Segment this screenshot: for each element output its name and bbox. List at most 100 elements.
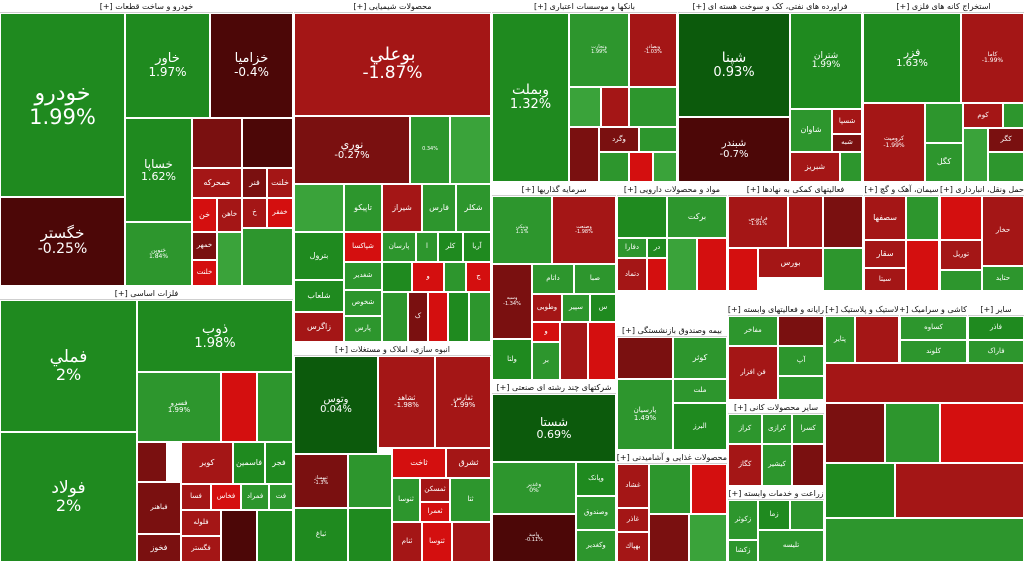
stock-tile[interactable]: كویر (181, 442, 233, 484)
stock-tile[interactable]: ثتا (450, 478, 491, 522)
stock-tile[interactable]: ا (416, 232, 438, 262)
stock-tile[interactable] (569, 127, 599, 182)
stock-tile[interactable]: ثمسکن (420, 478, 450, 502)
sector-header-it[interactable]: رایانه و فعالیتهای وابسته [+] (728, 303, 824, 316)
stock-tile[interactable] (569, 87, 601, 127)
sector-header-plastic[interactable]: لاستیک و پلاستیک [+] (825, 303, 899, 316)
stock-tile[interactable]: غاذر (617, 508, 649, 532)
stock-tile[interactable]: فمراد (241, 484, 269, 510)
stock-tile[interactable]: شسپا (832, 109, 862, 134)
sector-header-mining[interactable]: استخراج کانه های فلزی [+] (863, 0, 1024, 13)
stock-tile[interactable]: ثشرق (446, 448, 491, 478)
stock-tile[interactable]: فباهنر (137, 482, 181, 534)
stock-tile[interactable]: حخار (982, 196, 1024, 266)
stock-tile[interactable] (192, 118, 242, 168)
stock-tile[interactable]: بهپاك (617, 532, 649, 562)
stock-tile[interactable] (649, 464, 691, 514)
stock-tile[interactable]: خودرو 1.99% (0, 13, 125, 197)
stock-tile[interactable]: کگاز (728, 444, 762, 486)
stock-tile[interactable]: فخوز (137, 534, 181, 562)
stock-tile[interactable] (667, 238, 697, 291)
stock-tile[interactable] (629, 87, 677, 127)
stock-tile[interactable] (988, 152, 1024, 182)
stock-tile[interactable]: و (532, 322, 560, 342)
stock-tile[interactable] (925, 103, 963, 143)
sector-header-cement[interactable]: سیمان، آهک و گچ [+] (864, 183, 939, 196)
stock-tile[interactable]: در (647, 238, 667, 258)
stock-tile[interactable]: فولاد 2% (0, 432, 137, 562)
sector-header-agri[interactable]: زراعت و خدمات وابسته [+] (728, 487, 824, 500)
stock-tile[interactable]: خفقر (267, 198, 293, 228)
stock-tile[interactable]: تلیسه (758, 530, 824, 562)
stock-tile[interactable]: ثنام (392, 522, 422, 562)
stock-tile[interactable] (452, 522, 491, 562)
stock-tile[interactable]: کلوند (900, 340, 967, 363)
stock-tile[interactable]: خاور 1.97% (125, 13, 210, 118)
stock-tile[interactable]: فاذر (968, 316, 1024, 340)
stock-tile[interactable]: خلنت (192, 260, 217, 286)
stock-tile[interactable] (697, 238, 727, 291)
stock-tile[interactable] (940, 403, 1024, 463)
stock-tile[interactable]: فارس (422, 184, 456, 232)
stock-tile[interactable]: کلر (438, 232, 463, 262)
stock-tile[interactable]: فخاس (211, 484, 241, 510)
stock-tile[interactable]: ونیکی 1.1% (492, 196, 552, 264)
stock-tile[interactable] (823, 248, 863, 291)
sector-header-banks2[interactable]: بیمه وصندوق بازنشستگی [+] (617, 324, 727, 337)
stock-tile[interactable] (629, 152, 653, 182)
stock-tile[interactable]: ثنوسا (392, 478, 420, 522)
stock-tile[interactable]: کرومیت -1.99% (863, 103, 925, 182)
sector-header-food[interactable]: محصولات غذایی و آشامیدنی [+] (617, 451, 727, 464)
stock-tile[interactable]: زاگرس (294, 312, 344, 342)
stock-tile[interactable]: وامید -0.11% (492, 514, 576, 562)
stock-tile[interactable] (653, 152, 677, 182)
stock-tile[interactable]: شخوص (344, 290, 382, 316)
stock-tile[interactable]: خمحرکه (192, 168, 242, 198)
stock-tile[interactable]: زکوثر (728, 500, 758, 540)
stock-tile[interactable] (257, 510, 293, 562)
stock-tile[interactable]: وتوس 0.04% (294, 356, 378, 454)
stock-tile[interactable]: آریا (463, 232, 491, 262)
stock-tile[interactable]: خن (192, 198, 217, 232)
stock-tile[interactable] (348, 454, 392, 508)
stock-tile[interactable] (242, 118, 293, 168)
stock-tile[interactable] (382, 262, 412, 292)
stock-tile[interactable]: خلنت (267, 168, 293, 198)
stock-tile[interactable] (906, 196, 939, 240)
stock-tile[interactable]: فگستر (181, 536, 221, 562)
stock-tile[interactable] (601, 87, 629, 127)
stock-tile[interactable]: برکت (667, 196, 727, 238)
stock-tile[interactable] (855, 316, 899, 363)
stock-tile[interactable]: فسا (181, 484, 211, 510)
stock-tile[interactable]: 0.34% (410, 116, 450, 184)
stock-tile[interactable]: فرابورس -1.91% (728, 196, 788, 248)
sector-header-metals[interactable]: فلزات اساسی [+] (0, 287, 293, 300)
stock-tile[interactable]: وپانک (576, 462, 616, 496)
sector-header-auto[interactable]: خودرو و ساخت قطعات [+] (0, 0, 293, 13)
stock-tile[interactable]: خ (242, 198, 267, 228)
stock-tile[interactable]: داتام (532, 264, 574, 294)
stock-tile[interactable]: سیتا (864, 268, 906, 291)
stock-tile[interactable] (221, 510, 257, 562)
stock-tile[interactable]: شبه (832, 134, 862, 152)
stock-tile[interactable]: خگستر -0.25% (0, 197, 125, 286)
stock-tile[interactable]: توریل (940, 240, 982, 270)
stock-tile[interactable]: حتاید (982, 266, 1024, 291)
stock-tile[interactable] (450, 116, 491, 184)
stock-tile[interactable] (221, 372, 257, 442)
stock-tile[interactable]: پارس (344, 316, 382, 342)
stock-tile[interactable] (294, 184, 344, 232)
sector-header-invest[interactable]: سرمایه گذاریها [+] (492, 183, 616, 196)
stock-tile[interactable]: شاوان (790, 109, 832, 152)
stock-tile[interactable]: شیراز (382, 184, 422, 232)
stock-tile[interactable] (691, 464, 727, 514)
stock-tile[interactable]: وبملت 1.32% (492, 13, 569, 182)
stock-tile[interactable] (906, 240, 939, 291)
stock-tile[interactable] (728, 248, 758, 291)
stock-tile[interactable]: س (590, 294, 616, 322)
stock-tile[interactable]: فملي 2% (0, 300, 137, 432)
stock-tile[interactable]: کگل (925, 143, 963, 182)
stock-tile[interactable]: وگرد (599, 127, 639, 152)
sector-header-tile[interactable]: کاشی و سرامیک [+] (900, 303, 967, 316)
stock-tile[interactable] (137, 442, 167, 482)
